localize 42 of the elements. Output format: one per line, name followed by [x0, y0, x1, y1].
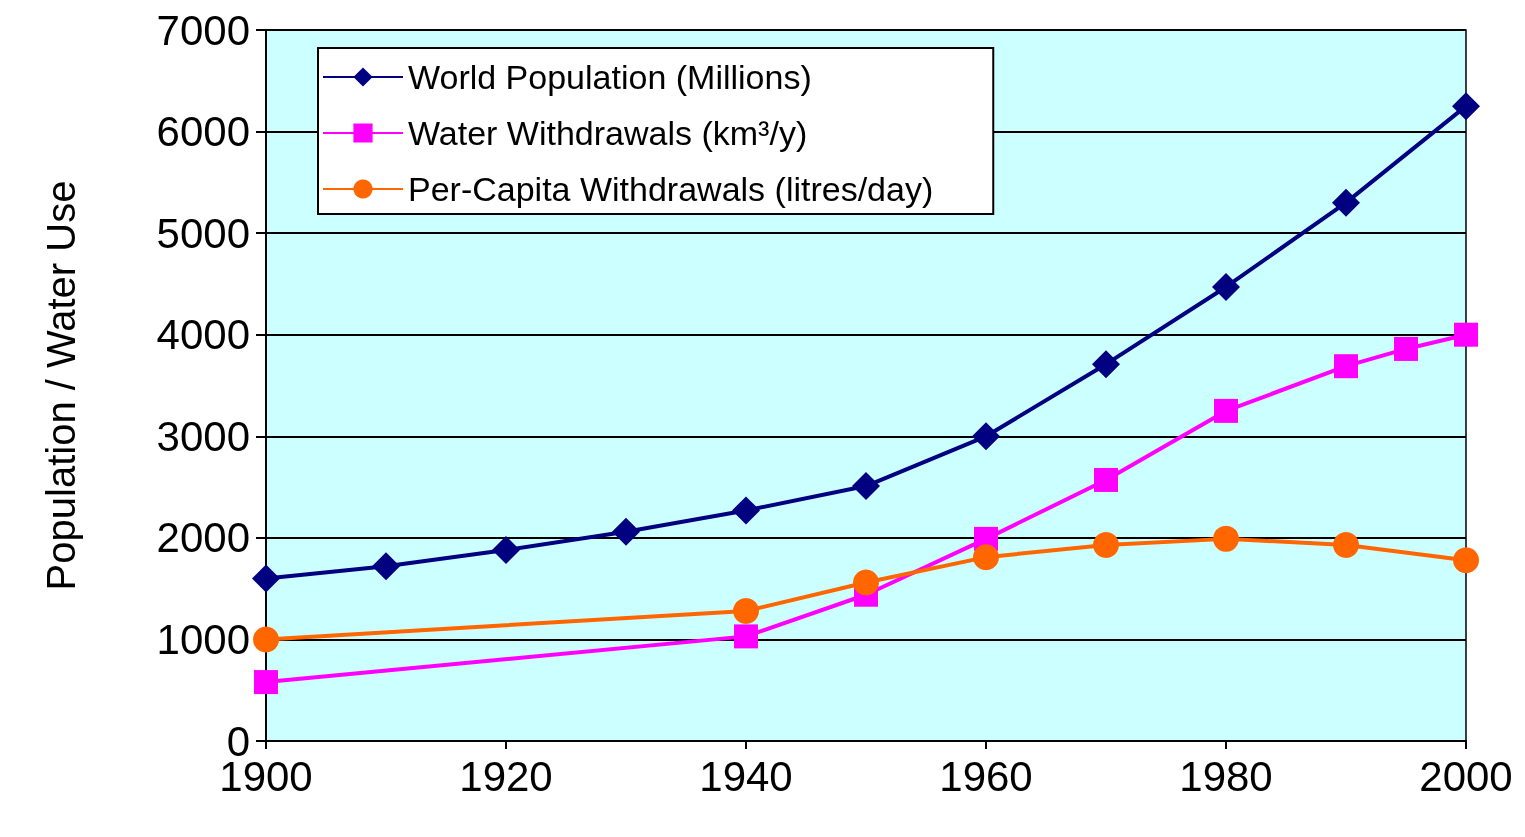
y-tick-label: 2000 — [156, 514, 250, 562]
point — [1334, 354, 1358, 379]
point — [1333, 531, 1359, 558]
point — [1332, 188, 1360, 217]
point — [254, 670, 278, 695]
point — [1454, 322, 1478, 347]
point — [1213, 525, 1239, 552]
point — [734, 624, 758, 649]
point — [1093, 531, 1119, 558]
point — [1092, 350, 1120, 379]
point — [1094, 467, 1118, 492]
point — [1453, 547, 1479, 574]
point — [1214, 398, 1238, 423]
point — [372, 552, 400, 581]
legend-label: Per-Capita Withdrawals (litres/day) — [408, 170, 934, 208]
point — [252, 564, 280, 593]
point — [853, 569, 879, 596]
point — [492, 536, 520, 565]
point — [733, 597, 759, 624]
point — [852, 472, 880, 501]
legend-label: World Population (Millions) — [408, 58, 812, 96]
x-tick-label: 1980 — [1179, 752, 1273, 800]
point — [973, 544, 999, 571]
y-axis-title: Population / Water Use — [39, 180, 83, 591]
y-tick-label: 7000 — [156, 6, 250, 54]
point — [1452, 92, 1480, 121]
y-tick-label: 1000 — [156, 615, 250, 663]
y-tick-label: 6000 — [156, 108, 250, 156]
x-tick-label: 1940 — [699, 752, 793, 800]
point — [972, 422, 1000, 451]
point — [1394, 336, 1418, 361]
point — [612, 517, 640, 546]
point — [253, 626, 279, 653]
legend-label: Water Withdrawals (km³/y) — [408, 114, 808, 152]
point — [732, 496, 760, 525]
x-tick-label: 1960 — [939, 752, 1033, 800]
y-tick-label: 3000 — [156, 412, 250, 460]
x-tick-label: 1920 — [459, 752, 553, 800]
x-tick-label: 2000 — [1419, 752, 1513, 800]
y-tick-label: 4000 — [156, 311, 250, 359]
point — [1212, 272, 1240, 301]
y-tick-label: 5000 — [156, 209, 250, 257]
